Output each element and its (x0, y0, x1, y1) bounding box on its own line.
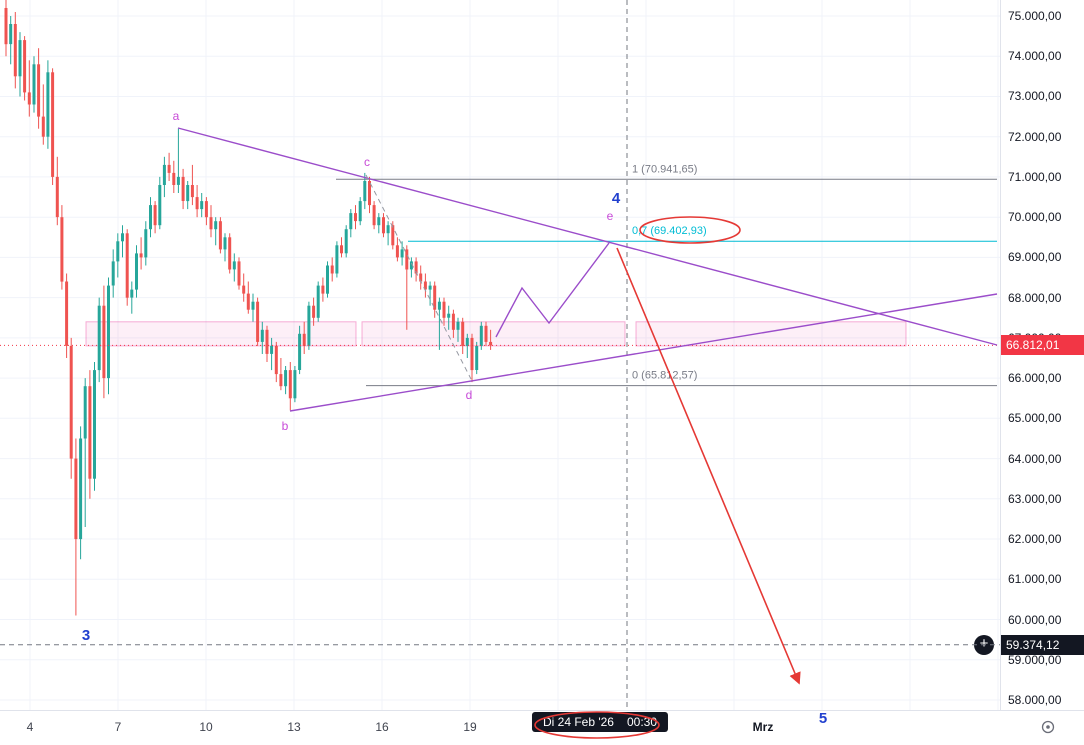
price-axis-label: 59.000,00 (1008, 653, 1062, 667)
time-axis-label: 7 (114, 720, 122, 734)
price-axis-label: 70.000,00 (1008, 210, 1062, 224)
price-axis-label: 66.000,00 (1008, 371, 1062, 385)
price-axis-label: 68.000,00 (1008, 291, 1062, 305)
price-axis-label: 71.000,00 (1008, 170, 1062, 184)
price-axis-label: 75.000,00 (1008, 9, 1062, 23)
time-axis-label: 13 (287, 720, 301, 734)
time-axis-label: 19 (463, 720, 477, 734)
plus-icon: + (979, 635, 989, 652)
time-axis-label: 16 (375, 720, 389, 734)
price-axis-label: 62.000,00 (1008, 532, 1062, 546)
price-axis-label: 73.000,00 (1008, 89, 1062, 103)
crosshair-date-badge: Di 24 Feb '26 00:30 (531, 712, 669, 732)
price-axis-label: 58.000,00 (1008, 693, 1062, 707)
price-axis-label: 64.000,00 (1008, 452, 1062, 466)
time-axis-label: 10 (199, 720, 213, 734)
last-price-badge: 66.812,01 (1001, 335, 1084, 355)
crosshair-price-badge: 59.374,12 (1001, 635, 1084, 655)
price-axis[interactable]: 75.000,00 74.000,00 73.000,00 72.000,00 71.0… (1000, 0, 1084, 710)
price-axis-label: 69.000,00 (1008, 250, 1062, 264)
price-axis-label: 61.000,00 (1008, 572, 1062, 586)
crosshair-time: 00:30 (626, 715, 658, 729)
price-axis-label: 63.000,00 (1008, 492, 1062, 506)
time-axis-label: Mrz (752, 720, 774, 734)
price-axis-label: 74.000,00 (1008, 49, 1062, 63)
time-axis-label: 4 (26, 720, 34, 734)
crosshair-date: Di 24 Feb '26 (542, 715, 614, 729)
add-alert-plus-button[interactable]: + (974, 635, 994, 655)
chart-plot-area[interactable] (0, 0, 1000, 710)
price-axis-label: 65.000,00 (1008, 411, 1062, 425)
price-axis-label: 60.000,00 (1008, 613, 1062, 627)
price-axis-label: 72.000,00 (1008, 130, 1062, 144)
timezone-target-icon[interactable] (1040, 719, 1056, 735)
